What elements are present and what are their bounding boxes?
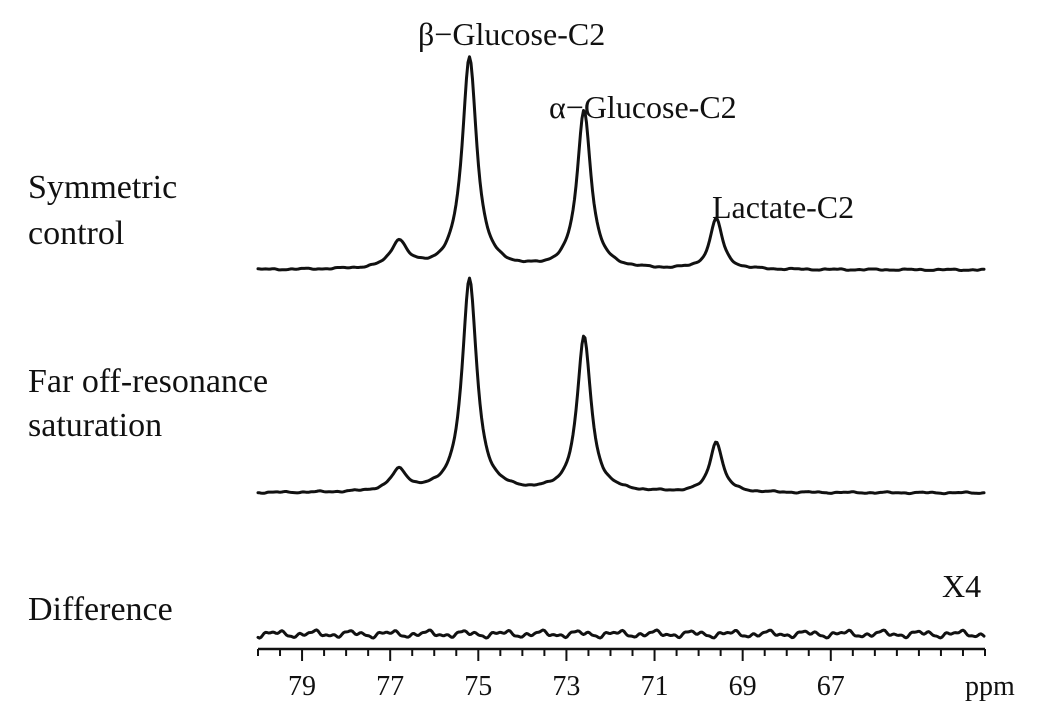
x-axis-tick-label: 73 [552,671,580,702]
series-0-trace [256,55,986,272]
series-2-trace [256,628,986,640]
series-0-label-line-2: control [28,215,124,252]
series-1-label-line-1: Far off-resonance [28,363,268,400]
row-labels: Symmetric control Far off-resonance satu… [28,169,268,628]
x-axis: 79 77 75 73 71 69 67 ppm [257,647,1015,702]
x-axis-tick-label: 77 [376,671,404,702]
series-0-label-line-1: Symmetric [28,169,177,206]
spectrum-traces [256,55,986,640]
x-axis-ticks [257,649,986,661]
series-2-label: Difference [28,591,173,628]
x-axis-tick-label: 75 [464,671,492,702]
x-axis-tick-label: 71 [641,671,669,702]
x-axis-tick-label: 67 [817,671,845,702]
x-axis-unit-label: ppm [965,671,1015,702]
series-1-trace [256,276,986,496]
annotation-lactate: Lactate-C2 [712,189,854,225]
series-1-label-line-2: saturation [28,407,162,444]
x-axis-tick-labels: 79 77 75 73 71 69 67 [288,671,845,702]
annotation-alpha-glucose: α−Glucose-C2 [549,89,737,125]
x-axis-tick-label: 79 [288,671,316,702]
x-axis-tick-label: 69 [729,671,757,702]
difference-scale-note: X4 [942,568,981,604]
annotation-beta-glucose: β−Glucose-C2 [418,16,605,52]
peak-annotations: β−Glucose-C2 α−Glucose-C2 Lactate-C2 X4 [418,16,981,604]
